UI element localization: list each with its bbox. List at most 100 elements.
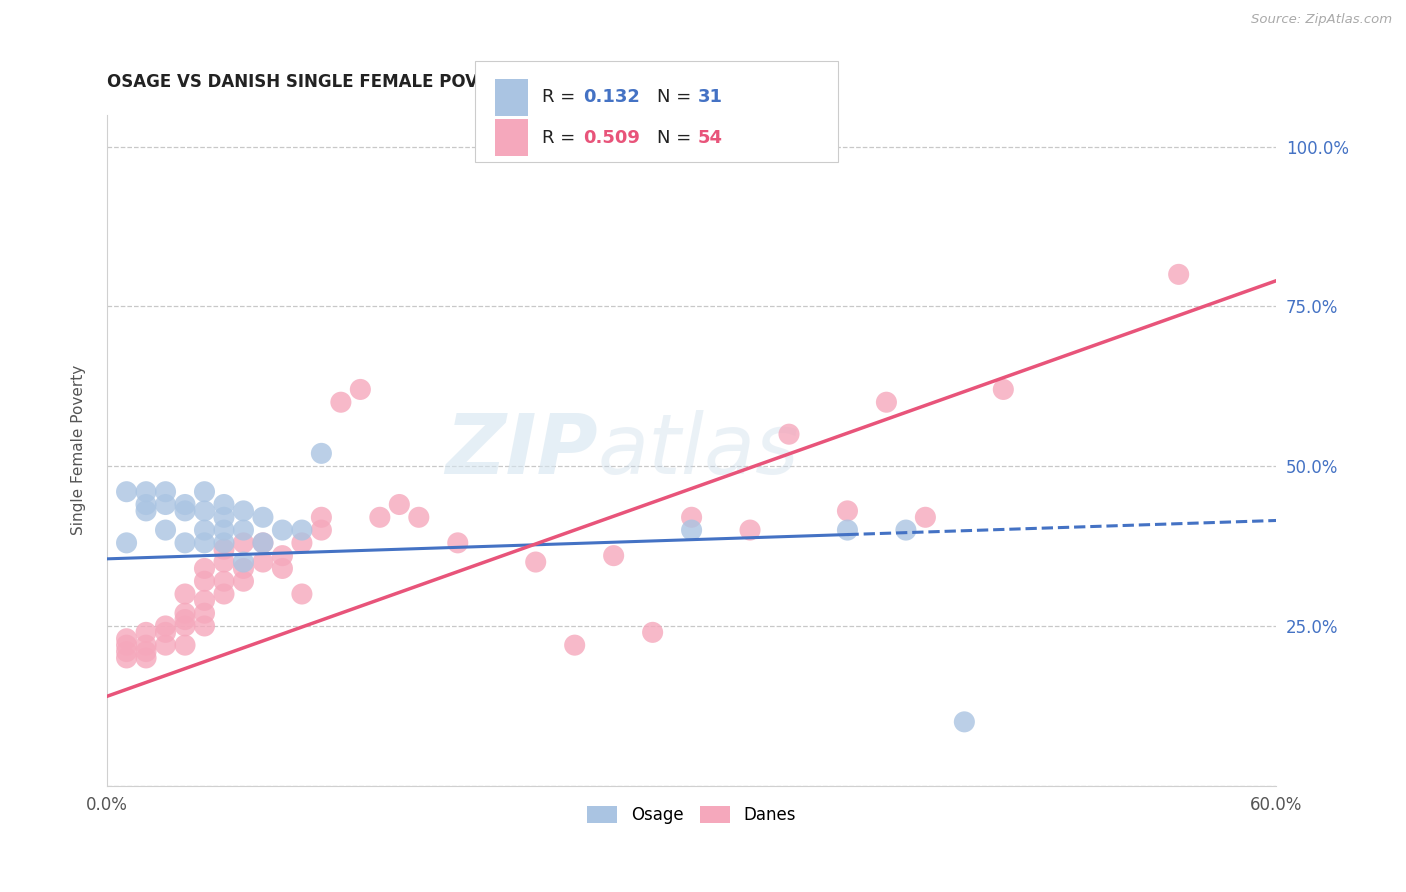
Point — [155, 484, 177, 499]
Point — [193, 606, 215, 620]
Point — [291, 523, 314, 537]
Text: ZIP: ZIP — [446, 409, 598, 491]
Text: R =: R = — [541, 88, 581, 106]
Point — [135, 504, 157, 518]
Point — [212, 523, 235, 537]
Point — [271, 561, 294, 575]
Point — [447, 536, 470, 550]
Point — [193, 561, 215, 575]
Point — [738, 523, 761, 537]
Point — [155, 638, 177, 652]
Point — [408, 510, 430, 524]
Point — [252, 510, 274, 524]
Point — [681, 523, 703, 537]
Text: N =: N = — [657, 128, 696, 146]
Point — [953, 714, 976, 729]
Text: 54: 54 — [697, 128, 723, 146]
Point — [311, 510, 333, 524]
Text: Source: ZipAtlas.com: Source: ZipAtlas.com — [1251, 13, 1392, 27]
Point — [894, 523, 917, 537]
Point — [115, 632, 138, 646]
Point — [232, 504, 254, 518]
Point — [329, 395, 352, 409]
Point — [115, 644, 138, 658]
Point — [252, 536, 274, 550]
Point — [212, 587, 235, 601]
Point — [115, 536, 138, 550]
FancyBboxPatch shape — [495, 78, 527, 116]
Text: 0.132: 0.132 — [583, 88, 640, 106]
Point — [252, 536, 274, 550]
Point — [135, 484, 157, 499]
Point — [232, 555, 254, 569]
Point — [155, 619, 177, 633]
Text: atlas: atlas — [598, 409, 800, 491]
Legend: Osage, Danes: Osage, Danes — [581, 799, 803, 831]
Point — [135, 638, 157, 652]
Point — [193, 593, 215, 607]
Y-axis label: Single Female Poverty: Single Female Poverty — [72, 365, 86, 535]
Point — [174, 536, 197, 550]
Point — [155, 625, 177, 640]
Text: 31: 31 — [697, 88, 723, 106]
Point — [232, 536, 254, 550]
Text: OSAGE VS DANISH SINGLE FEMALE POVERTY CORRELATION CHART: OSAGE VS DANISH SINGLE FEMALE POVERTY CO… — [107, 73, 730, 91]
Point — [174, 504, 197, 518]
Point — [232, 561, 254, 575]
Point — [193, 504, 215, 518]
FancyBboxPatch shape — [475, 61, 838, 161]
Point — [252, 555, 274, 569]
Point — [388, 498, 411, 512]
Point — [524, 555, 547, 569]
Point — [193, 484, 215, 499]
FancyBboxPatch shape — [495, 119, 527, 156]
Point — [174, 613, 197, 627]
Point — [193, 574, 215, 589]
Text: 0.509: 0.509 — [583, 128, 640, 146]
Point — [993, 383, 1015, 397]
Point — [602, 549, 624, 563]
Point — [115, 638, 138, 652]
Point — [155, 523, 177, 537]
Point — [212, 510, 235, 524]
Point — [193, 523, 215, 537]
Point — [837, 504, 859, 518]
Point — [837, 523, 859, 537]
Point — [115, 484, 138, 499]
Point — [291, 536, 314, 550]
Point — [174, 638, 197, 652]
Point — [564, 638, 586, 652]
Point — [193, 536, 215, 550]
Point — [368, 510, 391, 524]
Text: N =: N = — [657, 88, 696, 106]
Point — [232, 523, 254, 537]
Point — [193, 619, 215, 633]
Point — [311, 523, 333, 537]
Point — [135, 644, 157, 658]
Point — [212, 498, 235, 512]
Point — [271, 523, 294, 537]
Point — [155, 498, 177, 512]
Point — [875, 395, 897, 409]
Point — [174, 619, 197, 633]
Point — [135, 498, 157, 512]
Point — [174, 587, 197, 601]
Point — [1167, 268, 1189, 282]
Point — [291, 587, 314, 601]
Text: R =: R = — [541, 128, 581, 146]
Point — [212, 555, 235, 569]
Point — [135, 651, 157, 665]
Point — [778, 427, 800, 442]
Point — [174, 606, 197, 620]
Point — [349, 383, 371, 397]
Point — [174, 498, 197, 512]
Point — [311, 446, 333, 460]
Point — [641, 625, 664, 640]
Point — [271, 549, 294, 563]
Point — [914, 510, 936, 524]
Point — [135, 625, 157, 640]
Point — [212, 536, 235, 550]
Point — [681, 510, 703, 524]
Point — [115, 651, 138, 665]
Point — [232, 574, 254, 589]
